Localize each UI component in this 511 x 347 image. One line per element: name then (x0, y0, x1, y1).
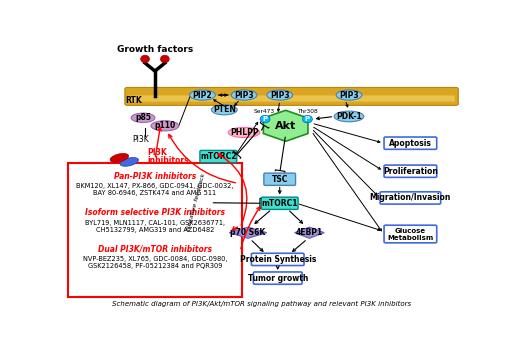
Ellipse shape (231, 90, 257, 100)
Ellipse shape (336, 90, 362, 100)
Text: PIP3: PIP3 (270, 91, 290, 100)
FancyBboxPatch shape (128, 95, 455, 102)
Text: Dual PI3K/mTOR inhibitors: Dual PI3K/mTOR inhibitors (98, 244, 212, 253)
Ellipse shape (303, 116, 312, 123)
Ellipse shape (160, 55, 169, 63)
Ellipse shape (334, 111, 364, 122)
Ellipse shape (228, 127, 260, 137)
Text: mTORC2: mTORC2 (200, 152, 237, 161)
Text: Protein Synthesis: Protein Synthesis (240, 255, 316, 264)
FancyBboxPatch shape (68, 163, 242, 297)
Text: PI3K: PI3K (133, 135, 150, 144)
Text: PIP3: PIP3 (339, 91, 359, 100)
FancyBboxPatch shape (384, 137, 437, 149)
Text: Growth factors: Growth factors (117, 45, 193, 54)
Text: P: P (305, 116, 310, 122)
Text: Proliferation: Proliferation (383, 167, 438, 176)
Text: PTEN: PTEN (213, 105, 236, 114)
FancyBboxPatch shape (251, 253, 304, 265)
Ellipse shape (110, 153, 129, 162)
Text: Pan-PI3K inhibitors: Pan-PI3K inhibitors (114, 171, 196, 180)
FancyBboxPatch shape (264, 173, 295, 185)
FancyBboxPatch shape (380, 192, 440, 204)
FancyBboxPatch shape (384, 165, 437, 177)
Text: RTK: RTK (125, 96, 142, 105)
Text: inhibitors: inhibitors (147, 156, 189, 165)
Polygon shape (229, 227, 267, 238)
Text: Negative feedback: Negative feedback (187, 173, 206, 231)
Text: Tumor growth: Tumor growth (247, 273, 308, 282)
Text: PDK-1: PDK-1 (336, 112, 362, 121)
Text: NVP-BEZ235, XL765, GDC-0084, GDC-0980,
GSK2126458, PF-05212384 and PQR309: NVP-BEZ235, XL765, GDC-0084, GDC-0980, G… (83, 256, 227, 269)
Text: Schematic diagram of PI3K/Akt/mTOR signaling pathway and relevant PI3K inhibitor: Schematic diagram of PI3K/Akt/mTOR signa… (112, 301, 411, 307)
Ellipse shape (260, 116, 270, 123)
Text: 4EBP1: 4EBP1 (296, 228, 323, 237)
Text: PIP3: PIP3 (234, 91, 254, 100)
FancyBboxPatch shape (200, 150, 237, 163)
Ellipse shape (190, 90, 215, 100)
Text: P: P (263, 116, 268, 122)
Text: PI3K: PI3K (147, 148, 167, 157)
Text: Glucose
Metabolism: Glucose Metabolism (387, 228, 433, 240)
Text: Migration/Invasion: Migration/Invasion (370, 193, 451, 202)
Text: p110: p110 (154, 121, 175, 130)
Text: Thr308: Thr308 (297, 109, 318, 113)
Ellipse shape (212, 105, 237, 115)
FancyBboxPatch shape (253, 272, 302, 284)
Text: p85: p85 (135, 113, 151, 122)
Polygon shape (294, 227, 324, 238)
Text: PIP2: PIP2 (193, 91, 212, 100)
Text: PHLPP: PHLPP (230, 128, 259, 137)
Ellipse shape (267, 90, 293, 100)
FancyBboxPatch shape (261, 197, 298, 210)
Text: mTORC1: mTORC1 (262, 199, 298, 208)
Polygon shape (263, 110, 308, 141)
Ellipse shape (131, 113, 155, 122)
Text: TSC: TSC (271, 175, 288, 184)
Text: Apoptosis: Apoptosis (389, 139, 432, 148)
Text: Akt: Akt (275, 121, 296, 131)
Text: BYL719, MLN1117, CAL-101, GSK2636771,
CH5132799, AMG319 and AZD6482: BYL719, MLN1117, CAL-101, GSK2636771, CH… (85, 220, 225, 232)
Text: Isoform selective PI3K inhibitors: Isoform selective PI3K inhibitors (85, 208, 225, 217)
Text: BKM120, XL147, PX-866, GDC-0941, GDC-0032,
BAY 80-6946, ZSTK474 and AMG 511: BKM120, XL147, PX-866, GDC-0941, GDC-003… (76, 183, 234, 196)
Ellipse shape (120, 158, 138, 166)
Ellipse shape (151, 121, 179, 131)
Ellipse shape (141, 55, 149, 63)
Text: Ser473: Ser473 (253, 109, 274, 113)
FancyBboxPatch shape (125, 87, 458, 105)
Text: p70 S6K: p70 S6K (230, 228, 266, 237)
FancyBboxPatch shape (384, 225, 437, 243)
